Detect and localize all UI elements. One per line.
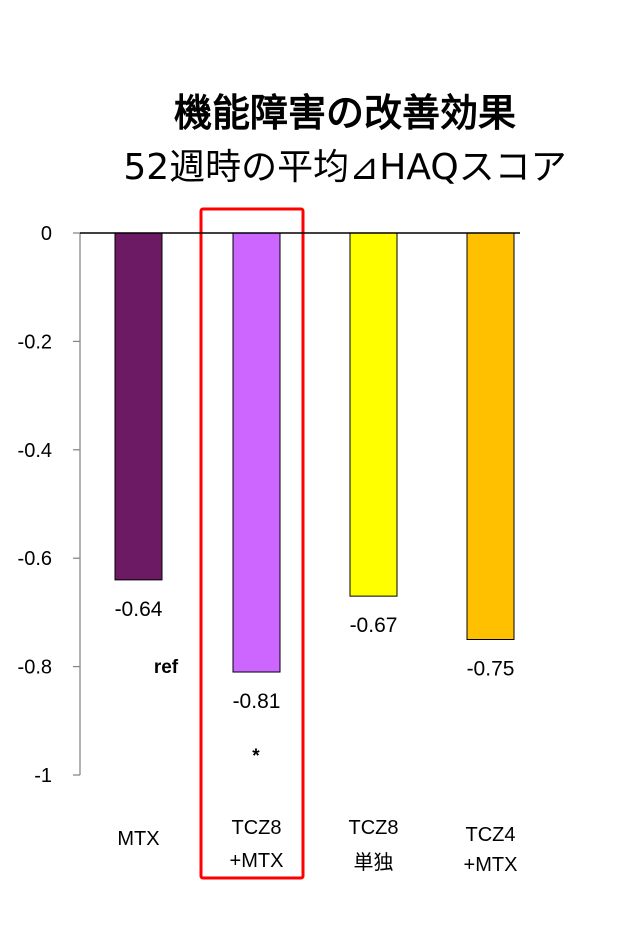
highlight-box <box>199 207 305 880</box>
category-label-1-1: +MTX <box>230 850 284 872</box>
bar-1 <box>232 232 281 673</box>
category-label-2-1: 単独 <box>354 851 394 874</box>
value-label-1: -0.81 <box>233 690 281 713</box>
bar-2 <box>349 232 398 597</box>
ref-annotation: ref <box>154 657 179 678</box>
category-label-3-1: +MTX <box>464 854 518 876</box>
y-tick-label-0: 0 <box>41 223 52 245</box>
chart-subtitle: 52週時の平均⊿HAQスコア <box>123 147 567 188</box>
value-label-2: -0.67 <box>350 614 398 637</box>
value-label-0: -0.64 <box>115 598 163 621</box>
value-label-3: -0.75 <box>467 658 515 681</box>
y-tick-label-3: -0.6 <box>18 548 52 570</box>
y-tick-label-4: -0.8 <box>18 657 52 679</box>
category-label-2-0: TCZ8 <box>349 817 399 839</box>
y-tick-label-1: -0.2 <box>18 331 52 353</box>
y-tick-label-2: -0.4 <box>18 440 52 462</box>
chart-title: 機能障害の改善効果 <box>173 91 516 135</box>
bar-0 <box>114 232 163 581</box>
significance-marker: * <box>252 746 260 767</box>
y-tick-label-5: -1 <box>34 765 52 787</box>
category-label-0-0: MTX <box>117 828 159 850</box>
category-label-3-0: TCZ4 <box>466 824 516 846</box>
category-label-1-0: TCZ8 <box>232 817 282 839</box>
bar-3 <box>466 232 515 640</box>
